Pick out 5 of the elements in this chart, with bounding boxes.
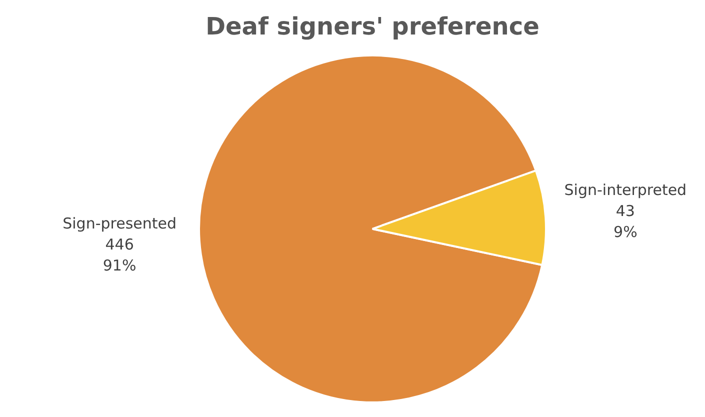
data-label: 446 91% — [102, 236, 136, 275]
slice-label: Sign-presented — [62, 214, 177, 233]
slice-label: Sign-interpreted — [564, 180, 687, 199]
chart-title: Deaf signers' preference — [206, 12, 540, 41]
data-label: 43 9% — [614, 202, 638, 241]
